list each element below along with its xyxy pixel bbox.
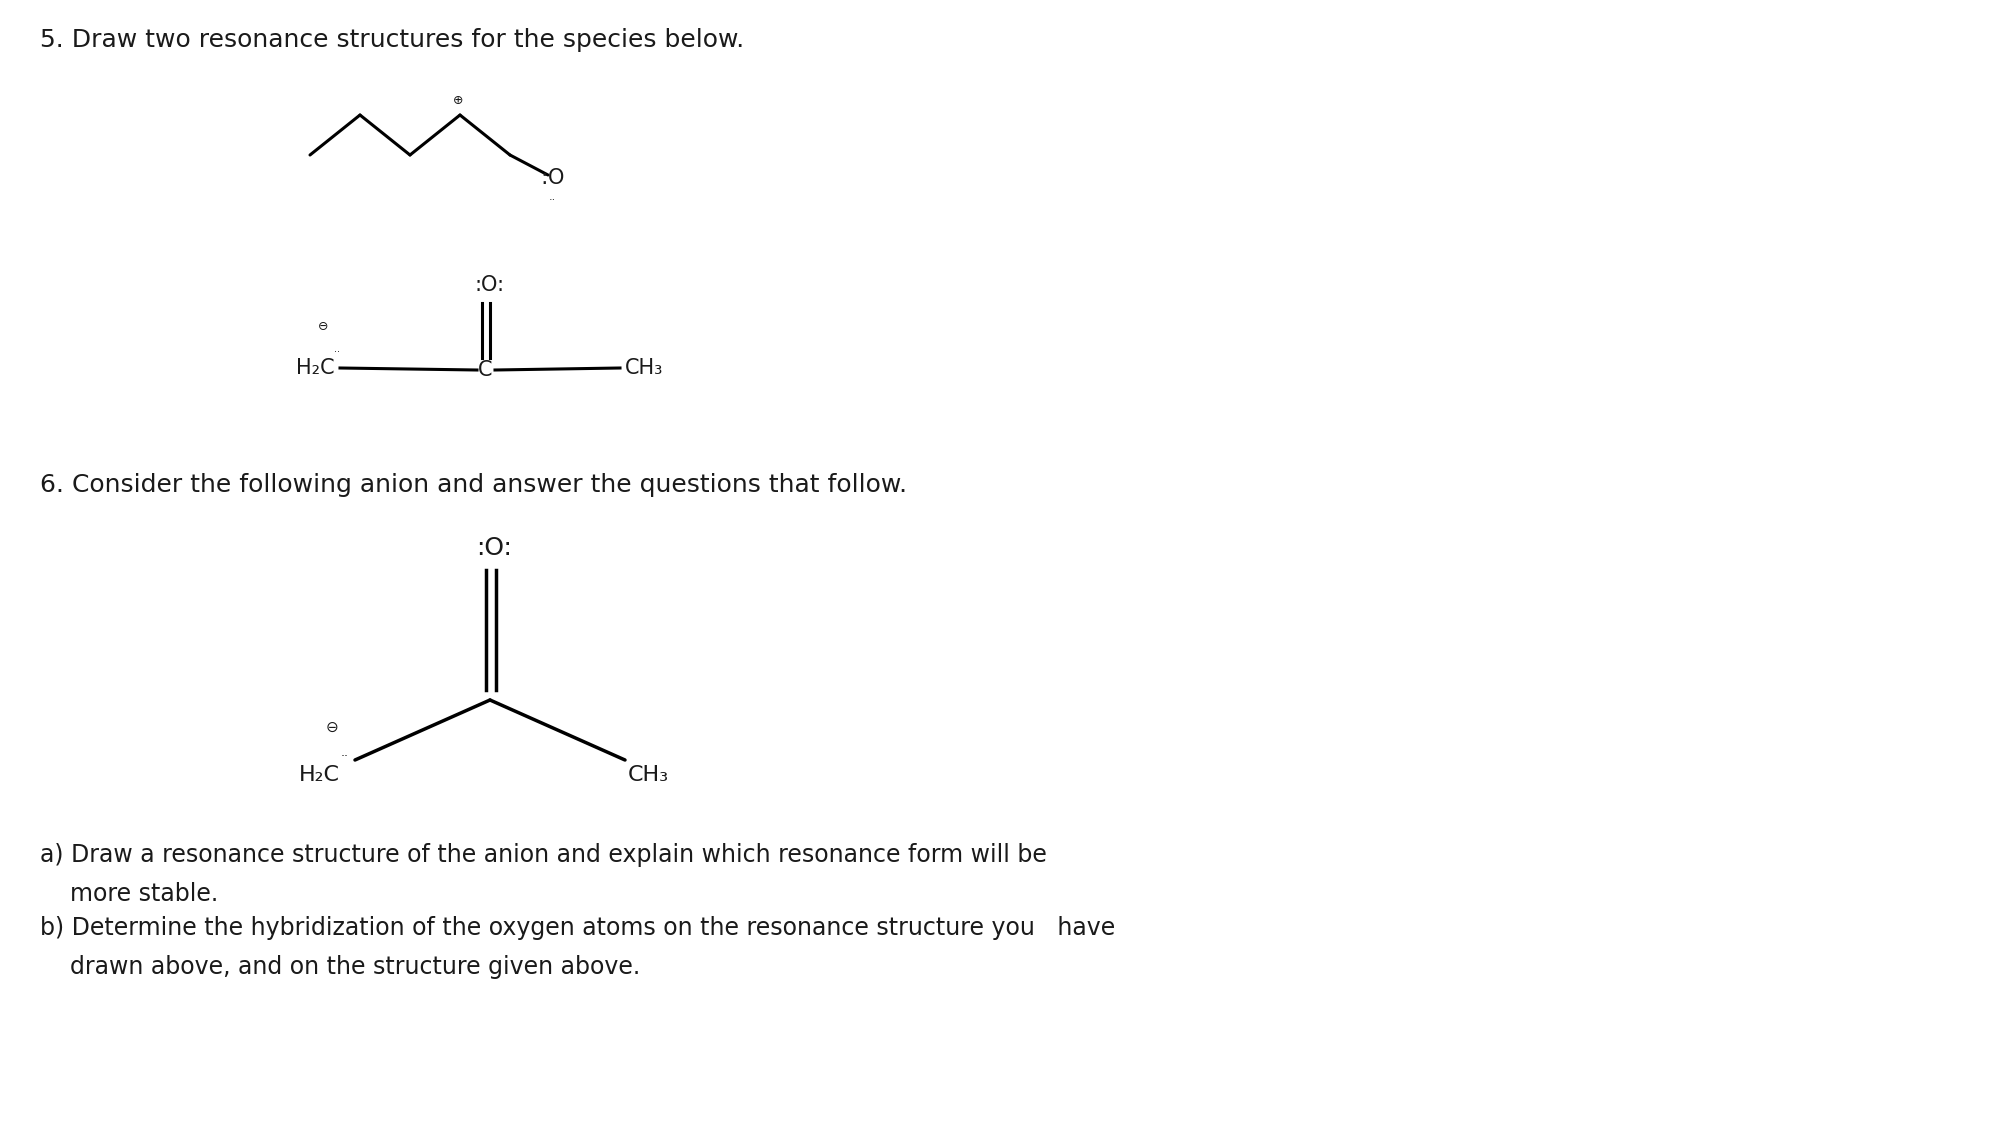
Text: ⊕: ⊕ <box>453 93 463 107</box>
Text: drawn above, and on the structure given above.: drawn above, and on the structure given … <box>40 955 639 979</box>
Text: a) Draw a resonance structure of the anion and explain which resonance form will: a) Draw a resonance structure of the ani… <box>40 843 1046 867</box>
Text: C: C <box>477 360 493 380</box>
Text: H₂C: H₂C <box>299 765 341 785</box>
Text: :O:: :O: <box>477 536 511 560</box>
Text: ..: .. <box>549 192 555 202</box>
Text: 5. Draw two resonance structures for the species below.: 5. Draw two resonance structures for the… <box>40 28 743 52</box>
Text: ⊖: ⊖ <box>319 319 329 333</box>
Text: CH₃: CH₃ <box>627 765 669 785</box>
Text: ..: .. <box>341 746 349 759</box>
Text: b) Determine the hybridization of the oxygen atoms on the resonance structure yo: b) Determine the hybridization of the ox… <box>40 916 1116 940</box>
Text: :: : <box>541 167 547 188</box>
Text: H₂C: H₂C <box>297 359 335 378</box>
Text: O: O <box>547 167 565 188</box>
Text: CH₃: CH₃ <box>625 359 663 378</box>
Text: more stable.: more stable. <box>40 882 218 906</box>
Text: :O:: :O: <box>475 275 505 294</box>
Text: ..: .. <box>335 344 341 354</box>
Text: 6. Consider the following anion and answer the questions that follow.: 6. Consider the following anion and answ… <box>40 473 908 497</box>
Text: ⊖: ⊖ <box>325 719 339 734</box>
